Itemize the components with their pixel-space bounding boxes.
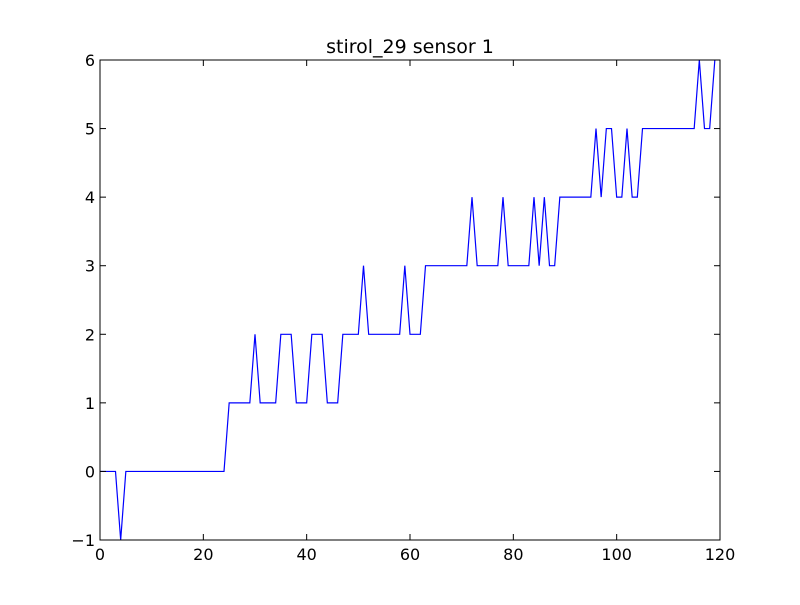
- y-tick-label-5: 5: [85, 120, 95, 139]
- series-layer: [100, 59, 716, 541]
- x-tick-label-40: 40: [296, 545, 316, 564]
- y-tick-label-6: 6: [85, 51, 95, 70]
- y-tick-label-4: 4: [85, 188, 95, 207]
- x-tick-label-20: 20: [193, 545, 213, 564]
- y-tick-label-0: 0: [85, 462, 95, 481]
- plot-frame: [99, 59, 721, 541]
- y-tick-label-3: 3: [85, 257, 95, 276]
- y-tick-label-2: 2: [85, 325, 95, 344]
- x-tick-label-0: 0: [95, 545, 105, 564]
- x-tick-label-80: 80: [503, 545, 523, 564]
- y-tick-label-1: 1: [85, 394, 95, 413]
- x-tick-label-120: 120: [705, 545, 736, 564]
- series-line-1: [100, 59, 716, 541]
- y-tick-label--1: −1: [71, 531, 95, 550]
- chart-title: stirol_29 sensor 1: [326, 36, 494, 58]
- x-tick-label-60: 60: [400, 545, 420, 564]
- x-tick-label-100: 100: [601, 545, 632, 564]
